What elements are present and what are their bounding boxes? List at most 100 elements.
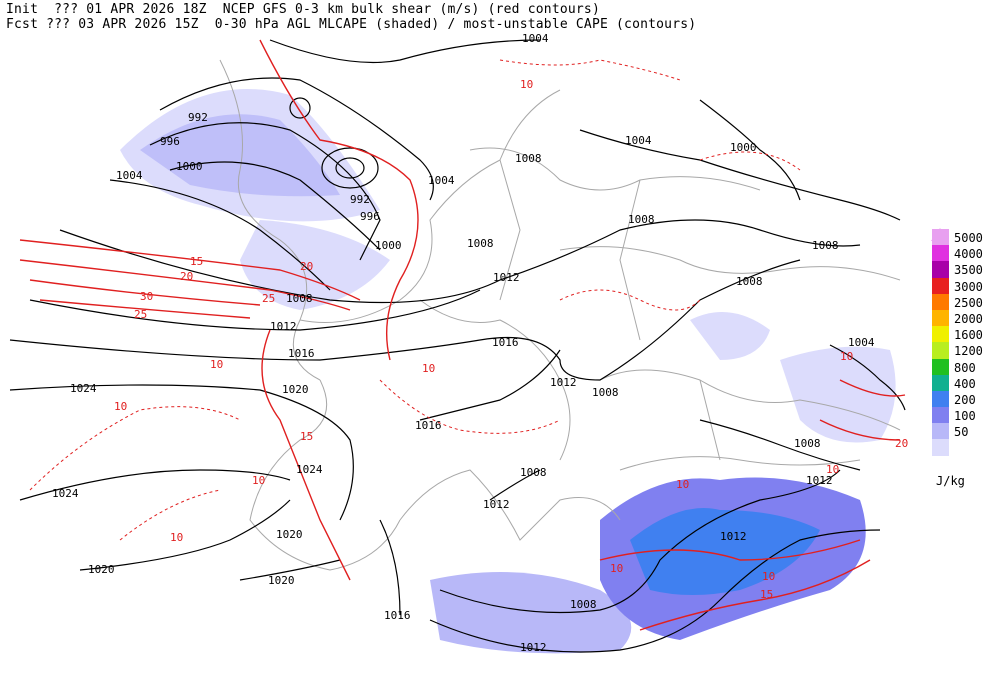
- isobar-label: 1016: [288, 347, 315, 360]
- shear-label: 10: [252, 474, 265, 487]
- shear-label: 10: [170, 531, 183, 544]
- legend-swatch: [932, 407, 949, 424]
- legend-row: 2500: [930, 293, 992, 310]
- legend-row: [930, 439, 992, 456]
- isobar-label: 1008: [515, 152, 542, 165]
- isobar-label: 1012: [806, 474, 833, 487]
- isobar-label: 1008: [794, 437, 821, 450]
- isobar-label: 1024: [296, 463, 323, 476]
- isobar-label: 1000: [730, 141, 757, 154]
- isobar-label: 1008: [812, 239, 839, 252]
- shear-label: 25: [262, 292, 275, 305]
- shear-label: 20: [180, 270, 193, 283]
- legend-row: 1600: [930, 326, 992, 343]
- legend-label: 5000: [954, 231, 983, 245]
- isobar-label: 992: [350, 193, 370, 206]
- cape-area-turkey: [780, 346, 896, 443]
- legend-row: 1200: [930, 342, 992, 359]
- legend-swatch: [932, 326, 949, 343]
- isobar-label: 1020: [88, 563, 115, 576]
- legend-label: 1600: [954, 328, 983, 343]
- legend-swatch: [932, 277, 949, 294]
- shear-contours-dashed: [29, 59, 801, 541]
- cape-area-blacksea: [690, 312, 770, 360]
- legend-label: 800: [954, 360, 976, 375]
- legend-label: 50: [954, 425, 969, 440]
- shear-label: 10: [114, 400, 127, 413]
- header-line-init: Init ??? 01 APR 2026 18Z NCEP GFS 0-3 km…: [6, 2, 600, 17]
- shear-label: 10: [826, 463, 839, 476]
- legend-label: 200: [954, 392, 976, 407]
- legend-swatch: [932, 229, 949, 246]
- legend-label: 3000: [954, 279, 983, 294]
- legend-row: 3500: [930, 261, 992, 278]
- shear-label: 10: [840, 350, 853, 363]
- shear-label: 15: [760, 588, 773, 601]
- isobar-labels: 1004 992 996 1000 1004 992 996 1000 1004…: [52, 32, 875, 654]
- isobar-label: 1004: [522, 32, 549, 45]
- isobar-label: 1012: [550, 376, 577, 389]
- legend-row: 400: [930, 374, 992, 391]
- legend-label: 2500: [954, 295, 983, 310]
- legend-row: 100: [930, 407, 992, 424]
- isobar-label: 1008: [467, 237, 494, 250]
- shear-label: 10: [676, 478, 689, 491]
- isobar-label: 1008: [628, 213, 655, 226]
- isobar-label: 1020: [268, 574, 295, 587]
- cape-legend: 5000 4000 3500 3000 2500 2000 1600 1200 …: [930, 229, 992, 456]
- isobar-label: 1020: [282, 383, 309, 396]
- shear-label: 30: [140, 290, 153, 303]
- isobar-label: 1008: [736, 275, 763, 288]
- header-line-forecast: Fcst ??? 03 APR 2026 15Z 0-30 hPa AGL ML…: [6, 17, 697, 32]
- shear-label: 20: [895, 437, 908, 450]
- legend-label: 1200: [954, 344, 983, 359]
- isobar-label: 1004: [428, 174, 455, 187]
- legend-swatch: [932, 423, 949, 440]
- isobar-label: 1016: [415, 419, 442, 432]
- legend-row: 2000: [930, 309, 992, 327]
- isobar-label: 1000: [375, 239, 402, 252]
- legend-label: 3500: [954, 263, 983, 278]
- legend-swatch: [932, 293, 949, 310]
- coastlines: [219, 59, 901, 571]
- legend-swatch: [932, 390, 949, 408]
- isobar-label: 1000: [176, 160, 203, 173]
- isobar-label: 1004: [116, 169, 143, 182]
- isobar-label: 1012: [493, 271, 520, 284]
- legend-swatch: [932, 439, 949, 456]
- cape-shading: [120, 89, 896, 654]
- isobar-label: 1004: [625, 134, 652, 147]
- cape-area-westeurope: [240, 220, 390, 310]
- shear-label: 10: [422, 362, 435, 375]
- legend-row: 200: [930, 390, 992, 408]
- isobar-label: 1004: [848, 336, 875, 349]
- legend-units: J/kg: [936, 474, 965, 488]
- legend-swatch: [932, 245, 949, 262]
- shear-labels: 20 15 20 30 25 25 10 10 10 10 10 10 10 1…: [114, 78, 908, 601]
- isobar-label: 992: [188, 111, 208, 124]
- isobar-label: 1012: [270, 320, 297, 333]
- legend-row: 5000: [930, 229, 992, 246]
- isobar-label: 1012: [720, 530, 747, 543]
- shear-label: 25: [134, 308, 147, 321]
- isobar-label: 1008: [570, 598, 597, 611]
- legend-swatch: [932, 309, 949, 327]
- isobar-label: 1024: [70, 382, 97, 395]
- shear-label: 20: [300, 260, 313, 273]
- isobar-label: 1024: [52, 487, 79, 500]
- legend-label: 2000: [954, 311, 983, 326]
- legend-label: 100: [954, 409, 976, 424]
- isobar-label: 1020: [276, 528, 303, 541]
- shear-label: 10: [610, 562, 623, 575]
- legend-label: 4000: [954, 247, 983, 262]
- cape-area-eastmed-core: [630, 508, 820, 595]
- isobar-label: 1008: [520, 466, 547, 479]
- legend-swatch: [932, 261, 949, 278]
- isobar-label: 1012: [483, 498, 510, 511]
- isobar-label: 1008: [286, 292, 313, 305]
- isobar-label: 1016: [384, 609, 411, 622]
- legend-row: 3000: [930, 277, 992, 294]
- shear-contours: [19, 39, 906, 631]
- isobar-label: 1016: [492, 336, 519, 349]
